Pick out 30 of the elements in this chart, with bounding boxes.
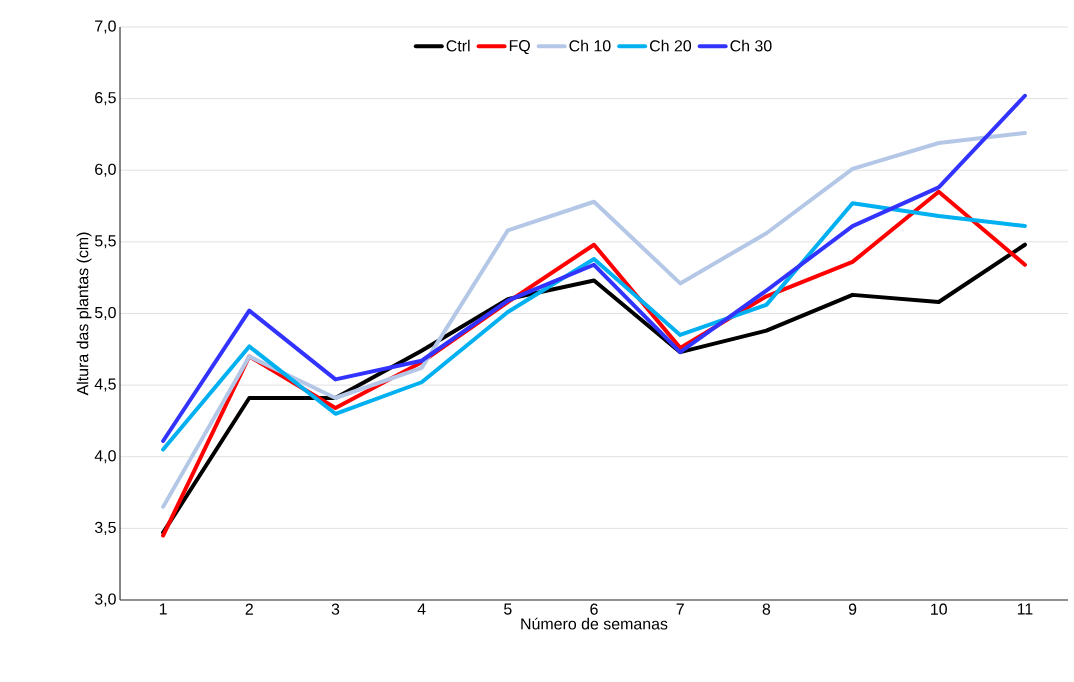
y-tick-label: 7,0	[95, 20, 116, 34]
y-tick-label: 4,5	[94, 378, 116, 392]
legend-label: FQ	[509, 39, 530, 55]
x-axis-title: Número de semanas	[521, 617, 668, 630]
y-tick-label: 5,5	[94, 235, 116, 249]
x-tick-label: 7	[676, 603, 684, 615]
line-series	[161, 130, 1027, 509]
x-tick-label: 6	[590, 603, 598, 615]
legend-label: Ch 10	[569, 39, 611, 52]
y-tick-label: 6,5	[95, 92, 116, 106]
x-tick-label: 9	[848, 603, 857, 615]
y-tick-label: 3,0	[94, 593, 116, 607]
legend-label: Ch 20	[649, 39, 692, 52]
y-tick-label: 6,0	[95, 163, 116, 177]
x-tick-label: 2	[245, 603, 253, 615]
y-tick-label: 5,0	[94, 306, 116, 321]
y-tick-label: 3,5	[94, 521, 116, 535]
legend-label: Ctrl	[446, 39, 470, 52]
x-tick-label: 8	[762, 603, 771, 615]
line-series	[161, 93, 1027, 443]
x-tick-label: 11	[1017, 603, 1033, 615]
legend-label: Ch 30	[730, 39, 772, 52]
y-axis-title: Altura das plantas (cm)	[76, 232, 92, 396]
line-series	[161, 201, 1027, 452]
x-tick-label: 1	[159, 603, 167, 615]
x-tick-label: 5	[504, 603, 512, 615]
x-tick-label: 3	[331, 603, 340, 615]
y-tick-label: 4,0	[94, 450, 116, 464]
x-tick-label: 4	[417, 603, 426, 615]
x-tick-label: 10	[931, 603, 947, 615]
